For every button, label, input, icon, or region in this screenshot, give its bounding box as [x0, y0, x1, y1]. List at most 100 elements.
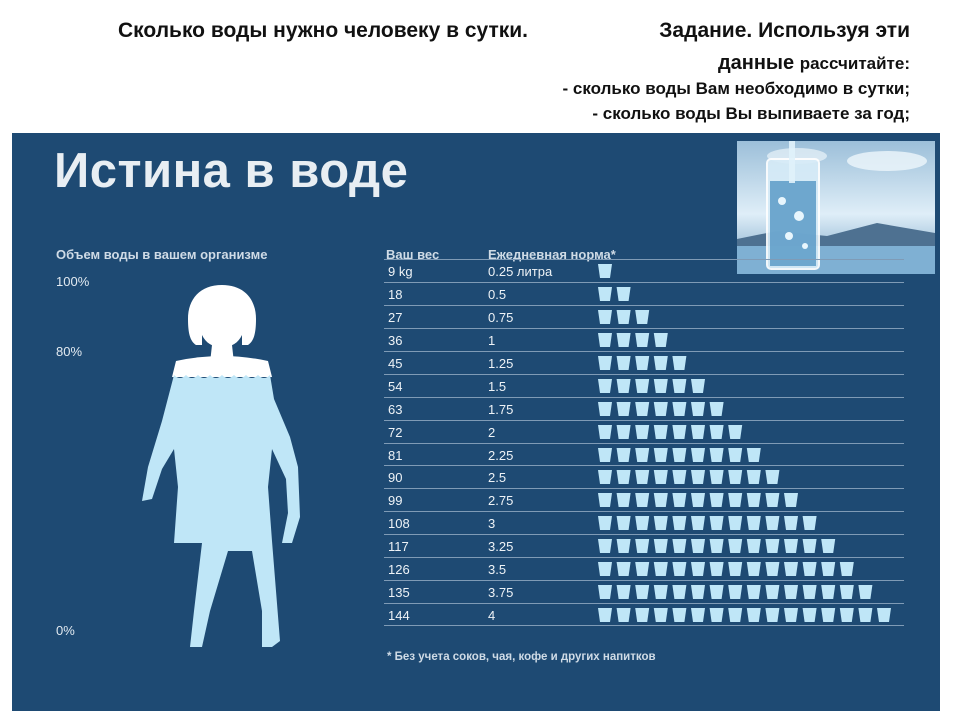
table-row: 90 2.5	[384, 465, 904, 488]
cup-icon	[635, 562, 650, 577]
daily-norm-value: 3.25	[488, 539, 514, 555]
weight-value: 36	[388, 332, 403, 348]
cups-row	[597, 378, 709, 394]
cups-row	[597, 561, 858, 577]
cup-icon	[839, 562, 854, 577]
cup-icon	[821, 608, 836, 623]
cup-icon	[765, 493, 780, 508]
cup-icon	[598, 608, 612, 623]
table-row: 45 1.25	[384, 350, 904, 374]
weight-value: 81	[388, 447, 403, 463]
cup-icon	[616, 539, 631, 554]
cup-icon	[691, 608, 705, 623]
cup-icon	[746, 447, 761, 462]
table-row: 144 4	[384, 603, 904, 626]
cup-icon	[709, 447, 724, 462]
cup-icon	[616, 562, 631, 577]
table-row: 27 0.75	[384, 304, 904, 328]
infographic-title: Истина в воде	[54, 144, 409, 198]
cup-icon	[616, 516, 631, 531]
cup-icon	[765, 608, 780, 623]
cup-icon	[802, 585, 817, 600]
weight-value: 144	[388, 608, 410, 624]
col-norm-header: Ежедневная норма*	[488, 247, 616, 262]
weight-value: 135	[388, 585, 410, 601]
cup-icon	[746, 470, 761, 485]
cup-icon	[635, 516, 650, 531]
cup-icon	[709, 608, 724, 623]
cup-icon	[598, 447, 612, 462]
cup-icon	[672, 447, 687, 462]
col-weight-header: Ваш вес	[386, 247, 440, 262]
daily-norm-value: 2	[488, 424, 496, 440]
cup-icon	[616, 447, 631, 462]
cup-icon	[598, 424, 612, 439]
cups-row	[597, 492, 802, 508]
cup-icon	[598, 470, 612, 485]
cup-icon	[802, 516, 817, 531]
cup-icon	[635, 447, 650, 462]
daily-norm-value: 0.5	[488, 286, 507, 302]
cup-icon	[598, 585, 612, 600]
cup-icon	[653, 585, 668, 600]
cup-icon	[635, 539, 650, 554]
cup-icon	[691, 562, 705, 577]
cup-icon	[616, 309, 631, 324]
weight-value: 27	[388, 309, 403, 325]
cup-icon	[598, 332, 612, 347]
cup-icon	[653, 378, 668, 393]
cup-icon	[672, 585, 687, 600]
cup-icon	[709, 470, 724, 485]
table-row: 18 0.5	[384, 281, 904, 305]
daily-norm-value: 3.75	[488, 585, 514, 601]
cup-icon	[598, 493, 612, 508]
cup-icon	[802, 539, 817, 554]
weight-value: 18	[388, 286, 403, 302]
task-line-2-main: данные	[717, 52, 795, 74]
cup-icon	[672, 608, 687, 623]
cup-icon	[672, 539, 687, 554]
task-line-4: - сколько воды Вы выпиваете за год;	[592, 104, 910, 123]
cup-icon	[672, 562, 687, 577]
daily-norm-value: 4	[488, 608, 496, 624]
cup-icon	[653, 470, 668, 485]
weight-value: 9 kg	[388, 264, 413, 279]
table-row: 63 1.75	[384, 396, 904, 420]
cup-icon	[784, 516, 798, 531]
cup-icon	[765, 470, 780, 485]
cup-icon	[691, 516, 705, 531]
cup-icon	[746, 493, 761, 508]
cup-icon	[616, 424, 631, 439]
weight-value: 72	[388, 424, 403, 440]
percent-80: 80%	[56, 344, 83, 359]
weight-value: 90	[388, 470, 403, 486]
cup-icon	[672, 401, 687, 416]
cups-row	[597, 332, 672, 348]
weight-value: 108	[388, 516, 410, 532]
cups-row	[597, 607, 895, 623]
cup-icon	[616, 378, 631, 393]
cup-icon	[709, 493, 724, 508]
cups-row	[597, 309, 653, 325]
cup-icon	[598, 309, 612, 324]
cup-icon	[635, 355, 650, 370]
cup-icon	[728, 470, 743, 485]
task-line-2-small: рассчитайте:	[799, 54, 910, 73]
table-row: 72 2	[384, 419, 904, 443]
cup-icon	[746, 585, 761, 600]
cup-icon	[802, 608, 817, 623]
table-row: 135 3.75	[384, 580, 904, 603]
daily-norm-value: 1.25	[488, 355, 514, 371]
daily-norm-value: 2.25	[488, 447, 514, 463]
daily-norm-value: 2.5	[488, 470, 507, 486]
cup-icon	[709, 424, 724, 439]
task-line-2: данные рассчитайте:	[718, 52, 910, 75]
cups-row	[597, 263, 616, 279]
cups-row	[597, 538, 839, 554]
infographic-panel: Истина в воде Объем воды в вашем организ…	[12, 133, 940, 711]
cup-icon	[635, 378, 650, 393]
cup-icon	[616, 608, 631, 623]
cup-icon	[691, 447, 705, 462]
cup-icon	[691, 424, 705, 439]
cup-icon	[821, 562, 836, 577]
